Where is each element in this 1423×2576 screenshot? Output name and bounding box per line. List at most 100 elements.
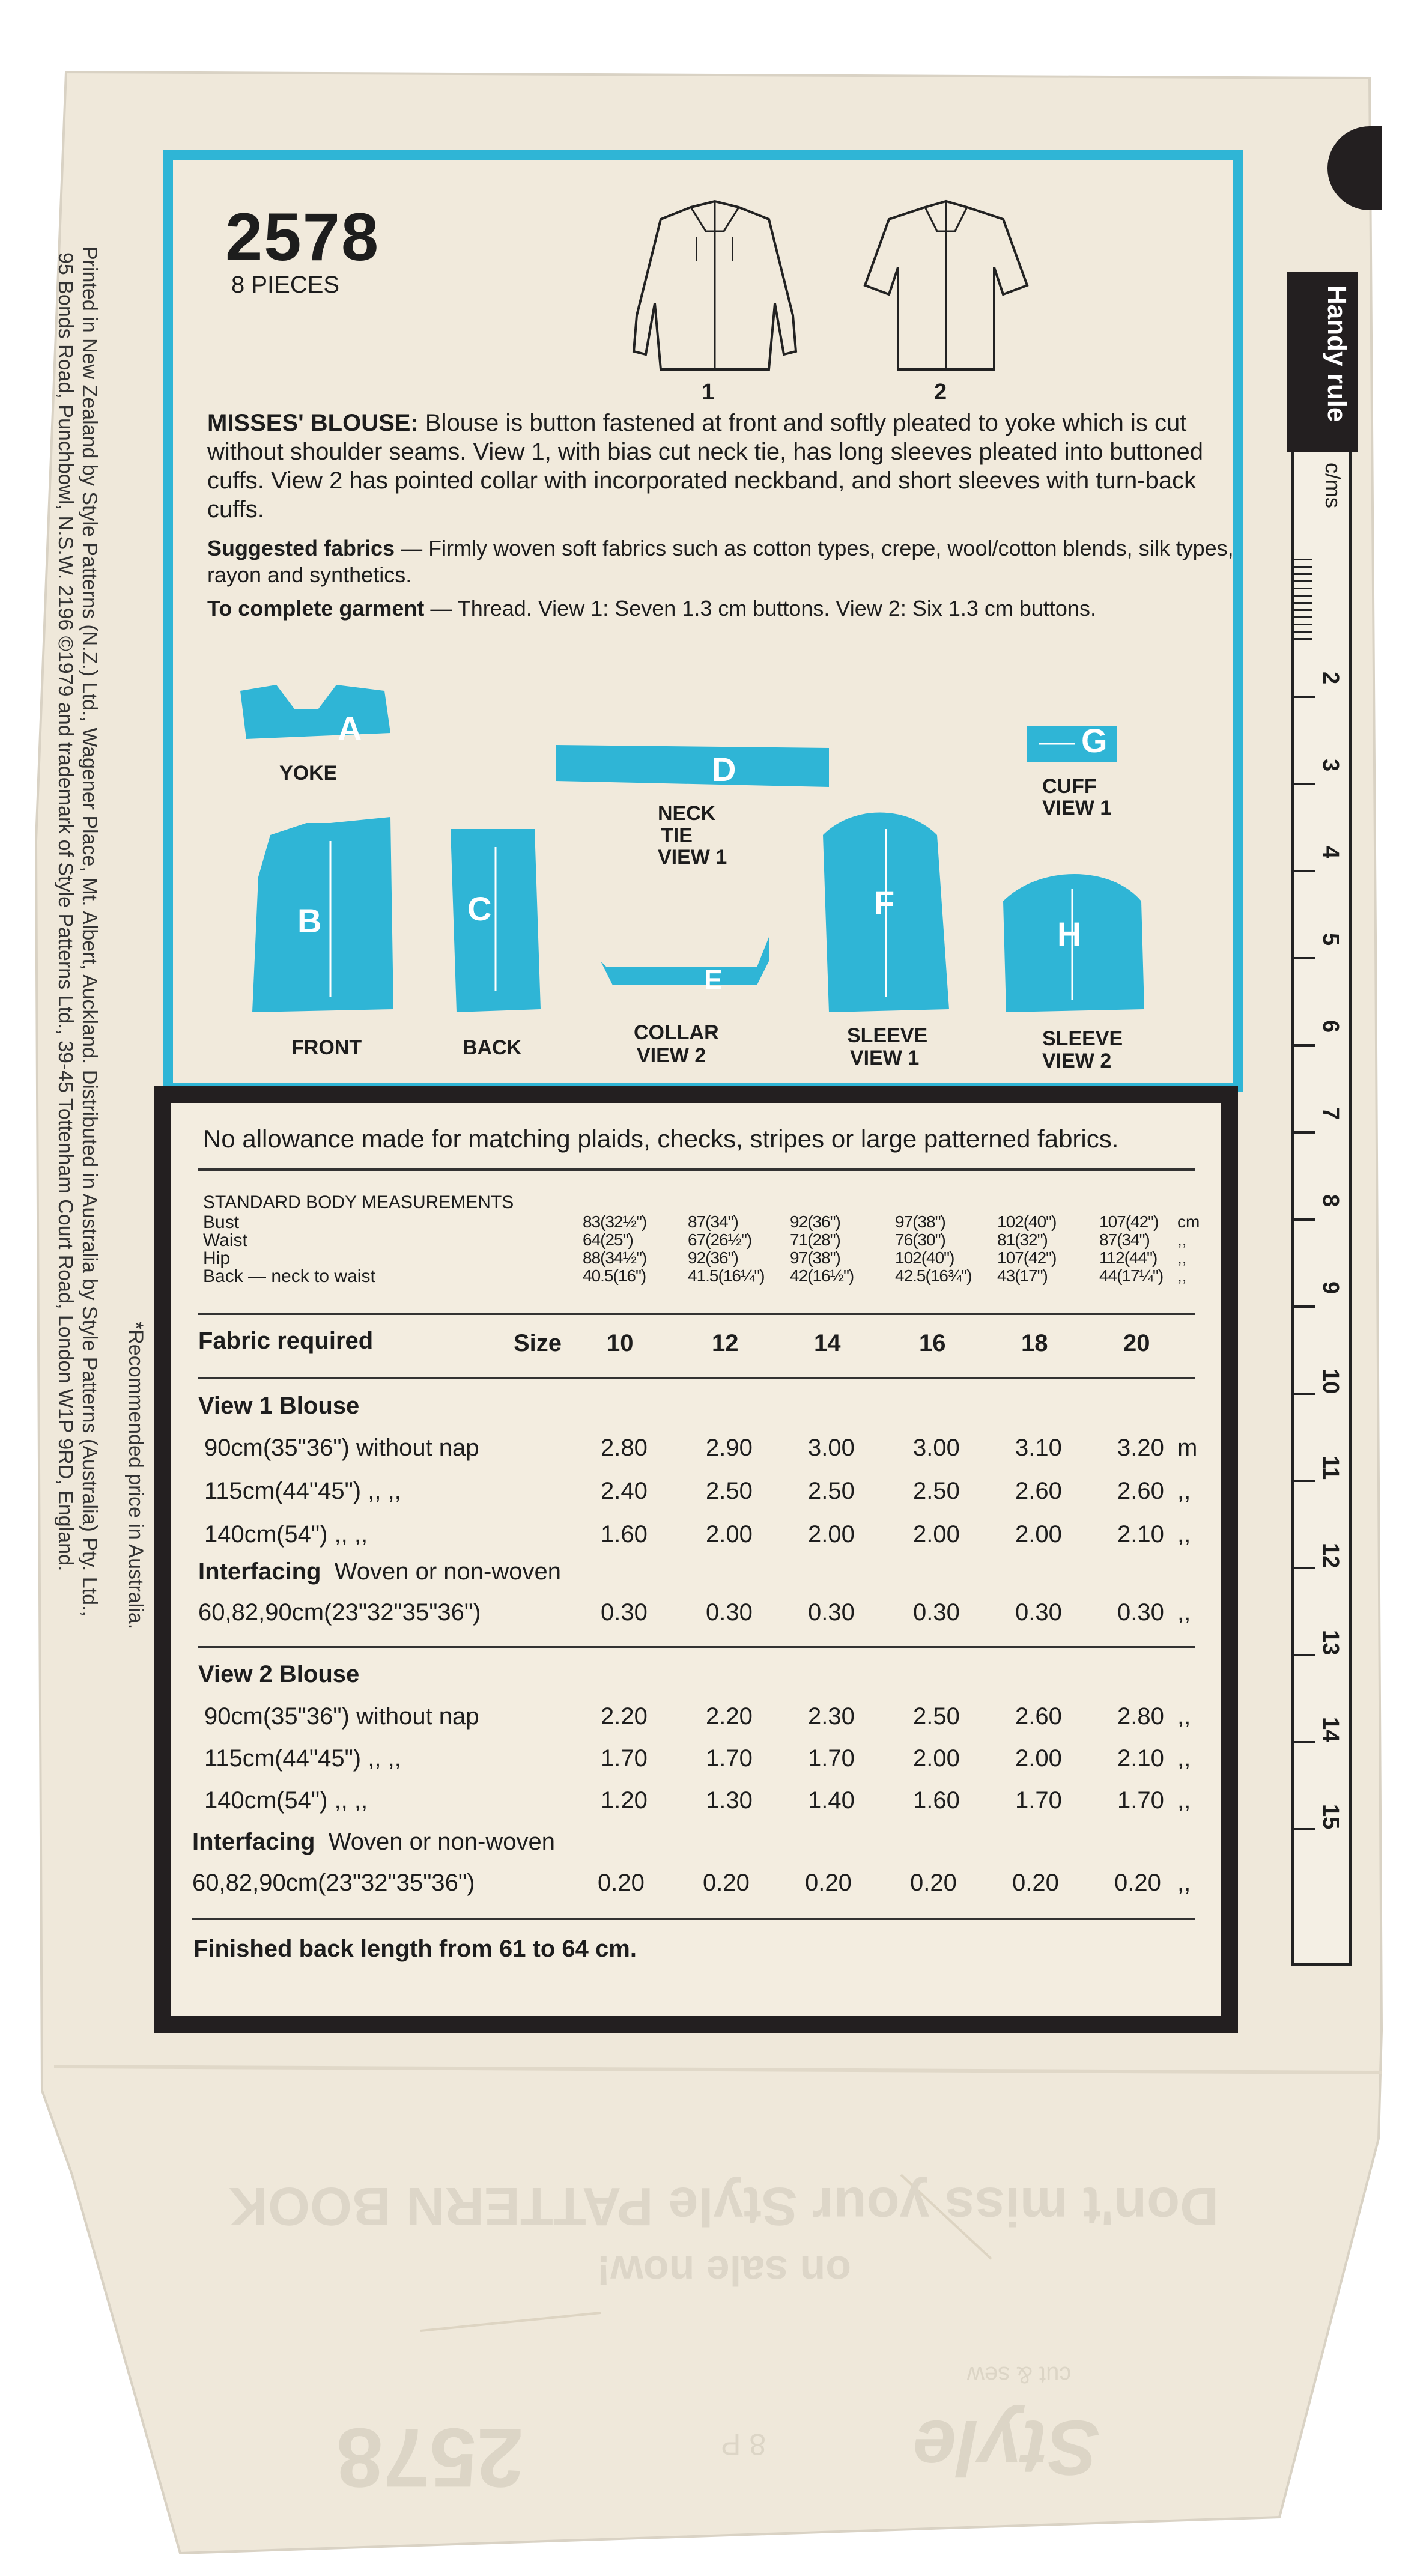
measure-value: 71(28") [790, 1230, 841, 1249]
rule-tick [1291, 1741, 1315, 1743]
neck-tie-letter: D [712, 750, 736, 788]
fabric-row-unit: ,, [1177, 1745, 1191, 1772]
rule-tick [1291, 1044, 1315, 1046]
fabric-row-label: 115cm(44"45") ,, ,, [204, 1745, 401, 1772]
divider-5 [192, 1918, 1195, 1920]
fabric-row-unit: ,, [1177, 1478, 1191, 1504]
view1-interfacing: Interfacing Woven or non-woven [198, 1558, 561, 1585]
view1-sketch [632, 199, 798, 371]
showthrough-small: 8 P [721, 2428, 766, 2461]
fabric-row-value: 1.70 [1117, 1787, 1164, 1814]
yoke-piece [240, 685, 390, 739]
rule-marks: 2 3 4 5 6 7 8 9 10 11 12 13 14 15 [1291, 0, 1352, 2576]
complete-garment: To complete garment — Thread. View 1: Se… [207, 596, 1096, 621]
rule-number: 13 [1318, 1630, 1343, 1656]
fabric-row-value: 2.40 [601, 1478, 648, 1504]
fabric-row-value: 3.00 [808, 1435, 855, 1461]
interfacing-row-value: 0.30 [706, 1599, 753, 1626]
view2-interfacing-text: Woven or non-woven [328, 1829, 555, 1855]
fabric-row-value: 3.10 [1015, 1435, 1062, 1461]
size-header: 16 [919, 1330, 946, 1356]
fabric-row-value: 2.00 [1015, 1745, 1062, 1772]
view2-interfacing: Interfacing Woven or non-woven [192, 1829, 555, 1856]
measure-value: 44(17¼") [1099, 1266, 1164, 1285]
fabric-table-frame [154, 1086, 1238, 2033]
back-label: BACK [463, 1036, 522, 1059]
interfacing-row-value: 0.20 [910, 1870, 957, 1896]
measure-value: 42(16½") [790, 1266, 854, 1285]
rule-number: 11 [1318, 1456, 1343, 1480]
back-letter: C [467, 890, 492, 928]
description-line1: MISSES' BLOUSE: Blouse is button fastene… [207, 410, 1186, 437]
interfacing-row-label: 60,82,90cm(23"32"35"36") [192, 1870, 475, 1896]
fabric-row-value: 2.50 [913, 1478, 960, 1504]
rule-number: 2 [1318, 672, 1343, 685]
rule-mm-tick [1291, 638, 1312, 640]
view2-title: View 2 Blouse [198, 1661, 360, 1687]
fabric-row-label: 140cm(54") ,, ,, [204, 1521, 368, 1548]
description-line4: cuffs. [207, 496, 264, 523]
interfacing-row-value: 0.20 [805, 1870, 852, 1896]
showthrough-number: 2578 [336, 2411, 524, 2505]
measure-value: 88(34½") [583, 1248, 647, 1267]
size-header: 18 [1021, 1330, 1048, 1356]
fabric-row-value: 2.60 [1015, 1478, 1062, 1504]
description-title: MISSES' BLOUSE: [207, 410, 419, 436]
sleeve2-label2: VIEW 2 [1042, 1050, 1112, 1072]
front-piece [252, 817, 393, 1012]
interfacing-row-value: 0.20 [598, 1870, 645, 1896]
yoke-letter: A [338, 709, 362, 747]
cuff-label1: CUFF [1042, 775, 1097, 798]
measure-value: 81(32") [997, 1230, 1048, 1249]
divider-1 [198, 1168, 1195, 1171]
rule-tick [1291, 1393, 1315, 1395]
measure-value: 92(36") [790, 1212, 841, 1231]
measure-unit: cm [1177, 1212, 1200, 1231]
interfacing-row-value: 0.20 [1114, 1870, 1161, 1896]
showthrough-line1: Don't miss your Style PATTERN BOOK [228, 2176, 1219, 2236]
fabric-row-label: 140cm(54") ,, ,, [204, 1787, 368, 1814]
pieces-count: 8 PIECES [231, 272, 340, 298]
front-letter: B [297, 902, 322, 940]
measure-value: 102(40") [895, 1248, 954, 1267]
fabric-row-value: 2.10 [1117, 1521, 1164, 1548]
fabric-row-value: 3.00 [913, 1435, 960, 1461]
sleeve2-letter: H [1057, 915, 1082, 953]
fabric-row-value: 2.10 [1117, 1745, 1164, 1772]
fabric-row-value: 1.40 [808, 1787, 855, 1814]
rule-tick [1291, 870, 1315, 872]
fabrics-line1: Suggested fabrics — Firmly woven soft fa… [207, 536, 1234, 561]
fabric-row-value: 2.50 [808, 1478, 855, 1504]
fabric-row-label: 90cm(35"36") without nap [204, 1703, 479, 1730]
rule-mm-tick [1291, 580, 1312, 582]
pattern-number: 2578 [225, 199, 380, 275]
view1-number: 1 [702, 380, 715, 405]
divider-3 [198, 1377, 1195, 1379]
interfacing-row-value: 0.30 [601, 1599, 648, 1626]
fabric-row-label: 115cm(44"45") ,, ,, [204, 1478, 401, 1504]
interfacing-row-value: 0.30 [1015, 1599, 1062, 1626]
rule-tick [1291, 957, 1315, 959]
fabric-row-value: 2.00 [808, 1521, 855, 1548]
measure-value: 67(26½") [688, 1230, 752, 1249]
cuff-label2: VIEW 1 [1042, 797, 1112, 819]
fabric-table [171, 1103, 1221, 2016]
rule-tick [1291, 1828, 1315, 1830]
measurements-title: STANDARD BODY MEASUREMENTS [203, 1192, 514, 1212]
measure-value: 87(34") [1099, 1230, 1150, 1249]
measure-label: Hip [203, 1248, 231, 1268]
handy-rule-header [1287, 272, 1358, 452]
measure-value: 102(40") [997, 1212, 1057, 1231]
view1-interfacing-text: Woven or non-woven [334, 1558, 561, 1585]
interfacing-row-value: 0.30 [1117, 1599, 1164, 1626]
measure-value: 107(42") [997, 1248, 1057, 1267]
rule-mm-tick [1291, 573, 1312, 575]
rule-number: 14 [1318, 1717, 1343, 1743]
complete-label: To complete garment [207, 596, 425, 621]
description-line3: cuffs. View 2 has pointed collar with in… [207, 467, 1197, 494]
fabrics-label: Suggested fabrics [207, 536, 395, 560]
view1-title: View 1 Blouse [198, 1393, 360, 1419]
fabric-row-value: 2.80 [601, 1435, 648, 1461]
fabric-row-value: 2.50 [706, 1478, 753, 1504]
view2-number: 2 [934, 380, 947, 405]
